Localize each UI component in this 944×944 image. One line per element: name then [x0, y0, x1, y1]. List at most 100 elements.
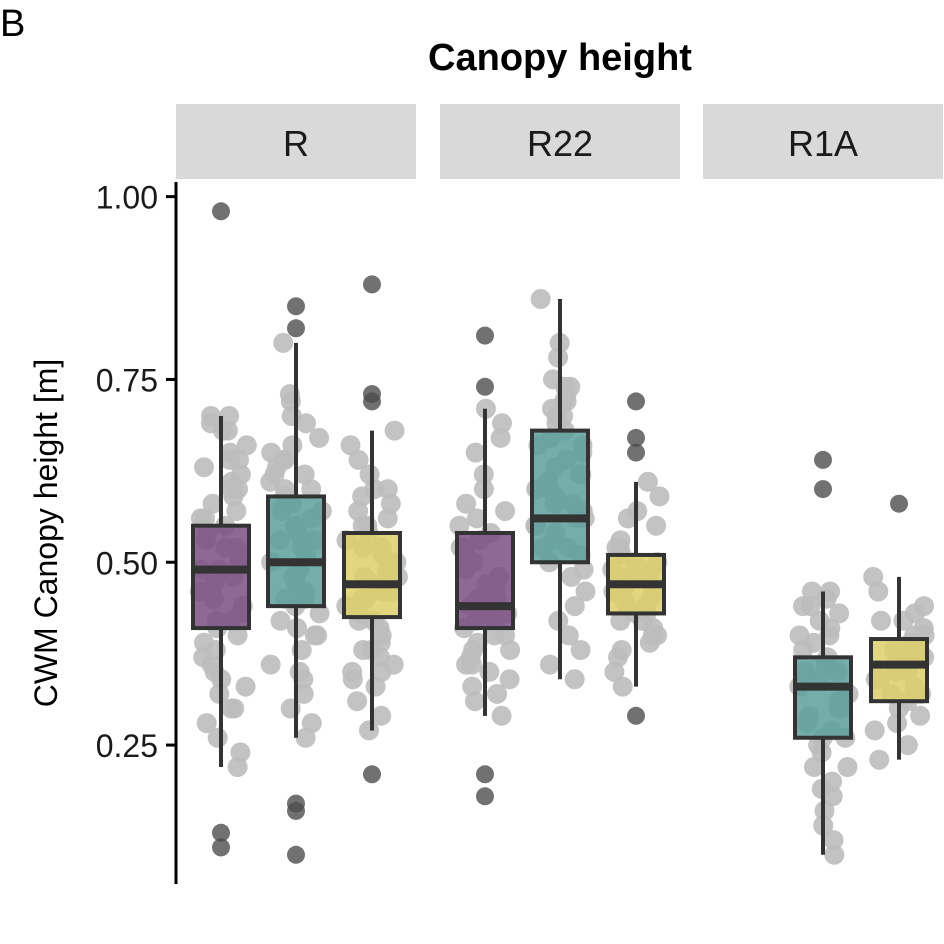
- outlier-point: [287, 801, 305, 820]
- jitter-point: [869, 749, 890, 770]
- jitter-point: [353, 640, 374, 660]
- outlier-point: [363, 275, 381, 294]
- outlier-point: [287, 845, 305, 864]
- jitter-point: [226, 501, 247, 522]
- jitter-point: [479, 661, 500, 682]
- jitter-point: [564, 596, 585, 617]
- outlier-point: [627, 428, 645, 447]
- chart-title: Canopy height: [428, 37, 692, 79]
- jitter-point: [304, 625, 325, 646]
- box-7: [869, 637, 929, 704]
- jitter-point: [561, 566, 582, 587]
- outlier-point: [627, 392, 645, 411]
- facet-strip-0: [176, 104, 416, 179]
- jitter-point: [649, 486, 670, 507]
- jitter-point: [449, 515, 470, 536]
- outlier-point: [814, 480, 832, 499]
- facet-strip-1: [440, 104, 680, 179]
- jitter-point: [377, 508, 398, 529]
- jitter-point: [822, 786, 843, 807]
- outlier-point: [363, 392, 381, 411]
- box-0: [191, 523, 251, 631]
- jitter-point: [910, 705, 931, 726]
- jitter-point: [868, 581, 889, 602]
- jitter-point: [190, 508, 211, 529]
- jitter-point: [829, 603, 850, 624]
- box-6: [793, 655, 853, 740]
- box-1: [266, 494, 326, 609]
- jitter-point: [637, 471, 658, 492]
- jitter-point: [558, 625, 579, 646]
- facet-label: R1A: [788, 123, 858, 164]
- outlier-point: [363, 765, 381, 784]
- jitter-point: [570, 640, 591, 660]
- jitter-point: [221, 698, 242, 719]
- jitter-point: [235, 676, 256, 697]
- jitter-point: [348, 449, 369, 470]
- jitter-point: [229, 449, 249, 470]
- outlier-point: [212, 823, 230, 842]
- y-tick-label: 0.25: [96, 728, 158, 764]
- jitter-point: [609, 537, 630, 558]
- jitter-point: [617, 508, 638, 529]
- jitter-point: [384, 420, 405, 441]
- jitter-point: [823, 830, 844, 851]
- jitter-point: [575, 581, 596, 602]
- jitter-point: [897, 735, 918, 756]
- jitter-point: [365, 676, 386, 697]
- jitter-point: [871, 610, 891, 631]
- jitter-point: [340, 435, 361, 456]
- outlier-point: [627, 443, 645, 462]
- jitter-point: [564, 669, 585, 690]
- jitter-point: [201, 406, 221, 426]
- jitter-point: [864, 720, 885, 741]
- jitter-point: [464, 691, 485, 712]
- jitter-point: [295, 727, 316, 748]
- outlier-point: [476, 765, 494, 784]
- jitter-point: [236, 435, 257, 456]
- jitter-point: [647, 625, 668, 646]
- jitter-point: [553, 406, 574, 426]
- jitter-point: [804, 757, 824, 777]
- panel-label: B: [0, 3, 26, 45]
- facet-strip-2: [703, 104, 943, 179]
- jitter-point: [492, 413, 512, 434]
- outlier-point: [287, 297, 305, 316]
- jitter-point: [227, 757, 248, 777]
- jitter-point: [194, 457, 214, 478]
- outlier-point: [476, 377, 494, 396]
- facet-label: R: [283, 123, 309, 164]
- facet-strips: R R22 R1A: [176, 104, 943, 179]
- jitter-point: [824, 844, 845, 865]
- y-axis-title: CWM Canopy height [m]: [28, 359, 64, 708]
- jitter-point: [646, 515, 667, 536]
- outlier-point: [890, 494, 908, 513]
- outlier-point: [287, 319, 305, 338]
- jitter-point: [289, 661, 310, 682]
- jitter-point: [221, 479, 242, 500]
- jitter-point: [465, 442, 486, 463]
- jitter-point: [207, 727, 228, 748]
- outlier-point: [627, 706, 645, 725]
- jitter-point: [293, 683, 314, 704]
- jitter-point: [309, 427, 330, 448]
- jitter-point: [456, 654, 477, 675]
- jitter-point: [499, 669, 520, 690]
- jitter-point: [491, 705, 512, 726]
- facet-label: R22: [527, 123, 593, 164]
- jitter-point: [500, 640, 521, 660]
- box-4: [530, 428, 590, 565]
- jitter-point: [612, 676, 633, 697]
- outlier-point: [212, 202, 230, 221]
- jitter-point: [490, 427, 511, 448]
- jitter-point: [484, 625, 505, 646]
- jitter-point: [273, 332, 294, 353]
- jitter-point: [296, 413, 316, 434]
- jitter-point: [364, 479, 385, 500]
- jitter-point: [309, 603, 330, 624]
- jitter-point: [789, 625, 810, 646]
- jitter-point: [837, 757, 858, 777]
- jitter-point: [801, 581, 822, 602]
